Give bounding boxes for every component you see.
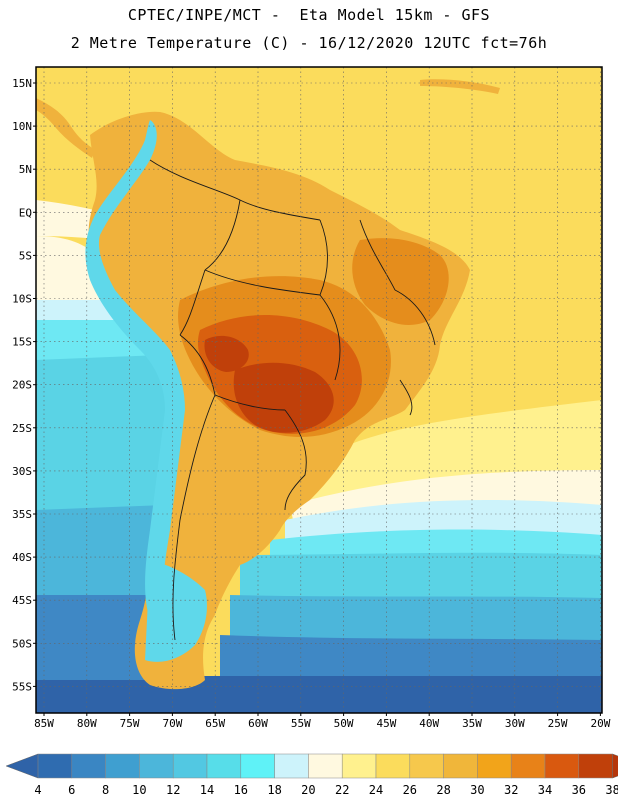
colorbar-tick-label: 8 bbox=[102, 783, 109, 797]
pacific-cool-band bbox=[36, 595, 160, 680]
lon-label: 70W bbox=[162, 717, 182, 730]
lat-label: 30S bbox=[12, 465, 32, 478]
lon-label: 45W bbox=[376, 717, 396, 730]
atlantic-teal-band bbox=[240, 552, 602, 605]
pacific-teal-band bbox=[36, 355, 170, 520]
colorbar-swatch bbox=[206, 753, 242, 779]
central-america-land bbox=[36, 98, 95, 158]
colorbar-tick-label: 14 bbox=[200, 783, 214, 797]
colorbar-tick-label: 30 bbox=[470, 783, 484, 797]
colorbar-tick-label: 34 bbox=[538, 783, 552, 797]
lat-label: 10N bbox=[12, 120, 32, 133]
lat-label: 10S bbox=[12, 293, 32, 306]
lat-label: 5S bbox=[19, 249, 32, 262]
colorbar-swatch bbox=[308, 753, 343, 779]
lon-label: 25W bbox=[548, 717, 568, 730]
hot-zone-northeast bbox=[352, 238, 449, 325]
lat-label: 35S bbox=[12, 508, 32, 521]
colorbar-tick-label: 28 bbox=[436, 783, 450, 797]
colorbar-swatch bbox=[37, 753, 73, 779]
map-frame bbox=[35, 66, 603, 714]
lat-label: 40S bbox=[12, 551, 32, 564]
colorbar-tick-label: 16 bbox=[234, 783, 248, 797]
temperature-colorbar: 4 6 8 10 12 14 16 18 20 22 24 26 28 30 32 34 36 38 bbox=[5, 753, 618, 797]
lat-label: 20S bbox=[12, 379, 32, 392]
colorbar-swatch bbox=[409, 753, 444, 779]
colorbar-tick-label: 32 bbox=[504, 783, 518, 797]
lat-label: 25S bbox=[12, 422, 32, 435]
colorbar-swatch bbox=[172, 753, 208, 779]
colorbar-swatch bbox=[240, 753, 275, 779]
colorbar-swatch bbox=[578, 753, 613, 779]
colorbar-tick-label: 36 bbox=[572, 783, 586, 797]
colorbar-tick-label: 24 bbox=[369, 783, 383, 797]
map-title-line2: 2 Metre Temperature (C) - 16/12/2020 12U… bbox=[70, 34, 548, 52]
colorbar-swatch bbox=[341, 753, 377, 779]
hottest-zone-west bbox=[204, 335, 249, 372]
colorbar-tick-label: 10 bbox=[132, 783, 146, 797]
lon-label: 60W bbox=[248, 717, 268, 730]
colorbar-high-arrow bbox=[612, 753, 618, 779]
lon-label: 65W bbox=[205, 717, 225, 730]
border-lines bbox=[149, 159, 436, 641]
lat-label: 45S bbox=[12, 594, 32, 607]
map-title-line1: CPTEC/INPE/MCT - Eta Model 15km - GFS bbox=[127, 6, 491, 24]
atlantic-mid-band bbox=[230, 595, 602, 640]
colorbar-tick-label: 20 bbox=[301, 783, 315, 797]
colorbar-low-arrow bbox=[5, 753, 39, 779]
lat-label: 55S bbox=[12, 680, 32, 693]
lon-label: 35W bbox=[462, 717, 482, 730]
colorbar-swatch bbox=[544, 753, 580, 779]
colorbar-swatch bbox=[139, 753, 174, 779]
lon-label: 85W bbox=[34, 717, 54, 730]
colorbar-swatch bbox=[105, 753, 140, 779]
lon-label: 40W bbox=[419, 717, 439, 730]
hottest-zone bbox=[233, 362, 334, 433]
lat-label: EQ bbox=[19, 206, 32, 219]
colorbar-swatch bbox=[71, 753, 106, 779]
lon-label: 75W bbox=[120, 717, 140, 730]
colorbar-swatch bbox=[477, 753, 512, 779]
colorbar-tick-label: 6 bbox=[68, 783, 75, 797]
lat-label: 15S bbox=[12, 336, 32, 349]
temperature-map: 15N 10N 5N EQ 5S 10S 15S 20S 25S 30S 35S 40S 45S 50S 5… bbox=[12, 66, 611, 730]
colorbar-swatch bbox=[375, 753, 411, 779]
lon-label: 30W bbox=[505, 717, 525, 730]
atlantic-cool-band bbox=[220, 635, 602, 681]
colorbar-tick-label: 22 bbox=[335, 783, 349, 797]
andes-cold-strip bbox=[85, 120, 185, 620]
pacific-mid-band bbox=[36, 505, 165, 600]
patagonia-cold bbox=[145, 560, 207, 662]
colorbar-swatch bbox=[510, 753, 546, 779]
lon-label: 50W bbox=[334, 717, 354, 730]
colorbar-swatch bbox=[443, 753, 478, 779]
colorbar-tick-label: 12 bbox=[166, 783, 180, 797]
lat-label: 15N bbox=[12, 77, 32, 90]
lon-label: 20W bbox=[590, 717, 610, 730]
colorbar-tick-label: 26 bbox=[403, 783, 417, 797]
colorbar-tick-label: 4 bbox=[34, 783, 41, 797]
lon-label: 80W bbox=[77, 717, 97, 730]
colorbar-tick-label: 38 bbox=[605, 783, 618, 797]
lat-label: 5N bbox=[19, 163, 32, 176]
caribbean-islands bbox=[420, 79, 500, 94]
colorbar-swatch bbox=[274, 753, 309, 779]
lat-label: 50S bbox=[12, 637, 32, 650]
colorbar-tick-label: 18 bbox=[267, 783, 281, 797]
lon-label: 55W bbox=[291, 717, 311, 730]
southern-ocean-band bbox=[36, 676, 602, 713]
